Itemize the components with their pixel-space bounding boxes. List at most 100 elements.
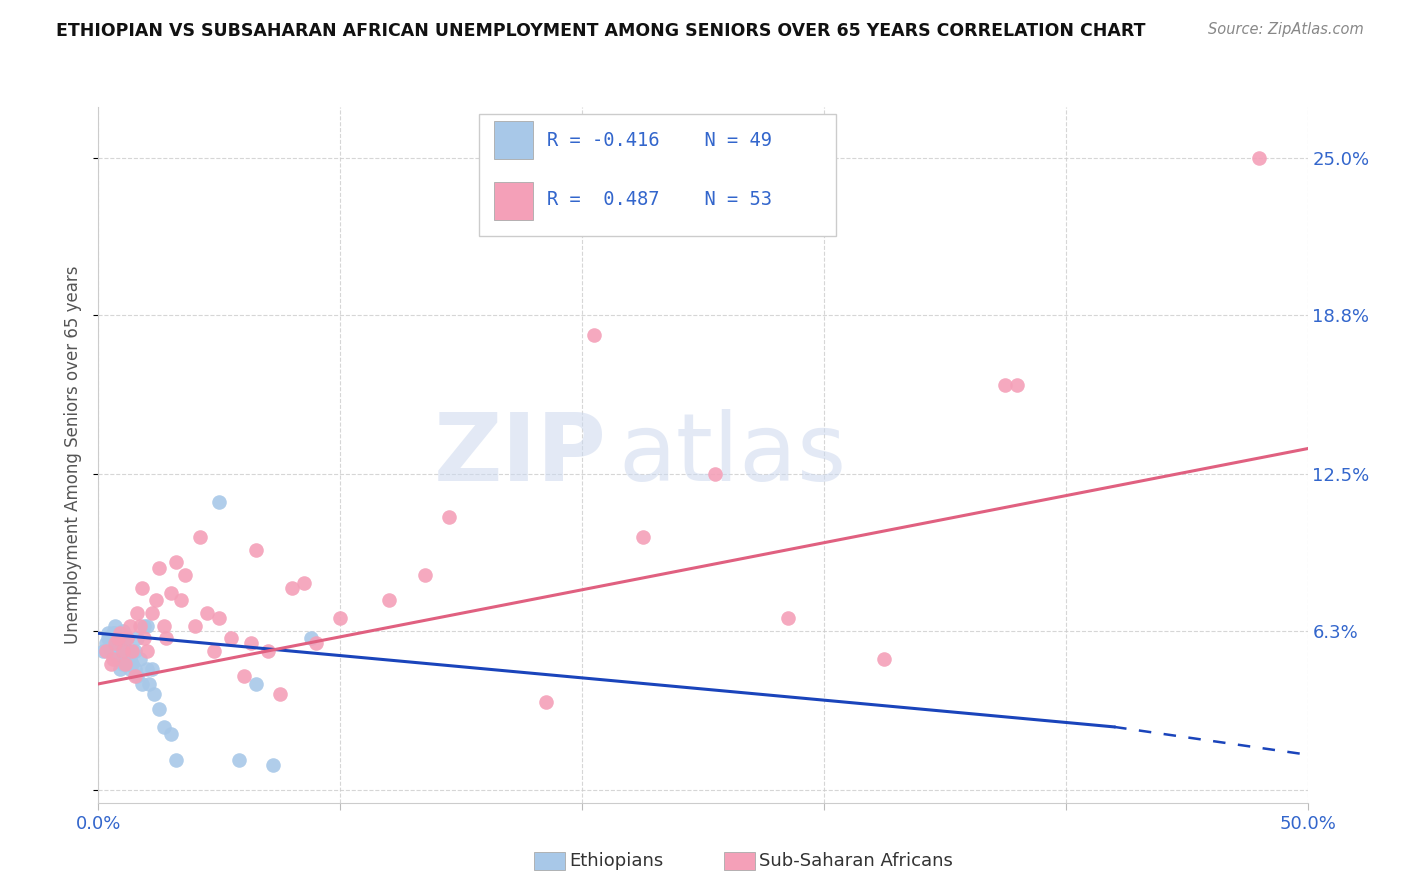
Point: [94, 636, 117, 650]
Point: [108, 651, 131, 665]
Point: [107, 644, 129, 658]
Point: [413, 568, 436, 582]
Point: [169, 593, 191, 607]
Point: [94, 644, 117, 658]
Point: [108, 662, 131, 676]
Point: [262, 757, 284, 772]
Text: R = -0.416    N = 49: R = -0.416 N = 49: [547, 131, 772, 150]
Point: [100, 632, 122, 646]
Point: [124, 644, 146, 658]
Point: [305, 636, 328, 650]
Point: [101, 636, 124, 650]
Point: [145, 593, 167, 607]
Point: [208, 611, 231, 625]
Point: [124, 662, 146, 676]
Point: [184, 618, 207, 632]
Point: [138, 677, 160, 691]
Point: [117, 644, 139, 658]
Point: [437, 509, 460, 524]
Point: [111, 636, 134, 650]
Point: [165, 556, 187, 570]
Point: [188, 530, 211, 544]
Point: [111, 624, 134, 638]
Point: [108, 626, 131, 640]
Point: [135, 644, 157, 658]
Point: [97, 626, 120, 640]
Point: [97, 632, 120, 646]
Text: Sub-Saharan Africans: Sub-Saharan Africans: [759, 852, 953, 870]
Point: [204, 644, 226, 658]
Point: [141, 662, 163, 676]
Point: [195, 606, 218, 620]
Point: [143, 687, 166, 701]
Point: [107, 632, 129, 646]
Point: [104, 626, 127, 640]
Point: [152, 618, 174, 632]
Point: [534, 695, 557, 709]
Point: [1249, 151, 1271, 165]
Point: [131, 581, 153, 595]
Point: [127, 606, 149, 620]
Point: [269, 687, 291, 701]
Point: [114, 632, 136, 646]
Point: [160, 586, 183, 600]
Bar: [479, 114, 837, 235]
Point: [281, 581, 304, 595]
Point: [111, 644, 134, 658]
Point: [117, 657, 139, 671]
Point: [776, 611, 799, 625]
Y-axis label: Unemployment Among Seniors over 65 years: Unemployment Among Seniors over 65 years: [65, 266, 83, 644]
Point: [148, 702, 170, 716]
Point: [135, 618, 157, 632]
Point: [104, 618, 127, 632]
Point: [134, 632, 156, 646]
Point: [117, 632, 139, 646]
Point: [873, 651, 896, 665]
Text: atlas: atlas: [619, 409, 846, 501]
Text: Ethiopians: Ethiopians: [569, 852, 664, 870]
Point: [299, 632, 322, 646]
Point: [256, 644, 278, 658]
Point: [114, 644, 136, 658]
Text: Source: ZipAtlas.com: Source: ZipAtlas.com: [1208, 22, 1364, 37]
Point: [101, 626, 124, 640]
Point: [118, 651, 141, 665]
Point: [100, 644, 122, 658]
Point: [1007, 378, 1029, 392]
Point: [127, 632, 149, 646]
Point: [704, 467, 727, 481]
Point: [165, 753, 187, 767]
Point: [121, 657, 143, 671]
Point: [100, 657, 122, 671]
Point: [128, 651, 150, 665]
Point: [118, 618, 141, 632]
Point: [91, 644, 114, 658]
Point: [111, 657, 134, 671]
Point: [141, 606, 163, 620]
Point: [228, 753, 250, 767]
Point: [245, 542, 267, 557]
Text: R =  0.487    N = 53: R = 0.487 N = 53: [547, 190, 772, 209]
Point: [127, 669, 149, 683]
Bar: [494, 182, 533, 220]
Point: [292, 575, 315, 590]
Point: [160, 727, 183, 741]
Point: [583, 327, 606, 342]
Text: ZIP: ZIP: [433, 409, 606, 501]
Point: [155, 632, 177, 646]
Point: [124, 669, 146, 683]
Point: [101, 651, 124, 665]
Point: [134, 618, 156, 632]
Text: ETHIOPIAN VS SUBSAHARAN AFRICAN UNEMPLOYMENT AMONG SENIORS OVER 65 YEARS CORRELA: ETHIOPIAN VS SUBSAHARAN AFRICAN UNEMPLOY…: [56, 22, 1146, 40]
Point: [377, 593, 399, 607]
Point: [121, 644, 143, 658]
Point: [135, 662, 157, 676]
Point: [232, 669, 254, 683]
Point: [208, 494, 231, 508]
Point: [107, 651, 129, 665]
Point: [174, 568, 197, 582]
Point: [245, 677, 267, 691]
Point: [128, 618, 150, 632]
Point: [631, 530, 654, 544]
Point: [107, 632, 129, 646]
